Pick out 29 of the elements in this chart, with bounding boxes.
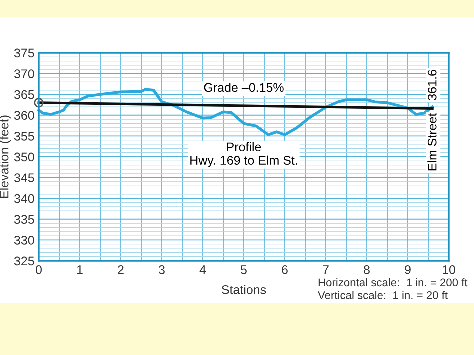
x-tick-label: 2 <box>118 265 124 274</box>
y-tick-label: 350 <box>14 152 34 162</box>
x-tick-label: 6 <box>282 265 288 274</box>
y-tick-label: 330 <box>14 236 34 245</box>
y-tick-label: 375 <box>14 48 34 58</box>
y-tick-label: 365 <box>14 90 34 100</box>
y-tick-label: 345 <box>14 174 34 182</box>
y-tick-label: 360 <box>14 111 34 120</box>
y-tick-label: 370 <box>14 70 34 78</box>
y-tick-label: 325 <box>14 256 34 266</box>
x-tick-label: 9 <box>405 265 411 274</box>
annotation: Elm Street <box>428 113 437 171</box>
x-tick-label: 7 <box>323 266 329 274</box>
x-tick-label: 5 <box>241 266 247 274</box>
y-tick-label: 335 <box>14 215 34 224</box>
annotation: Profile Hwy. 169 to Elm St. <box>190 142 298 168</box>
x-tick-label: 4 <box>200 266 206 274</box>
text: Horizontal scale: 1 in. = 200 ft Vertical scale: 1 in. = 20 ft <box>318 278 468 300</box>
x-tick-label: 10 <box>443 265 456 274</box>
x-tick-label: 0 <box>36 265 42 274</box>
x-tick-label: 8 <box>364 265 370 274</box>
annotation: Grade –0.15% <box>204 82 284 92</box>
x-tick-label: 1 <box>77 266 83 274</box>
y-tick-label: 355 <box>14 132 34 141</box>
y-axis-title: Elevation (feet) <box>0 116 12 198</box>
y-tick-label: 340 <box>14 194 34 204</box>
annotation: 361.6 <box>428 70 437 100</box>
x-tick-label: 3 <box>159 265 165 274</box>
x-axis-title: Stations <box>222 285 266 294</box>
